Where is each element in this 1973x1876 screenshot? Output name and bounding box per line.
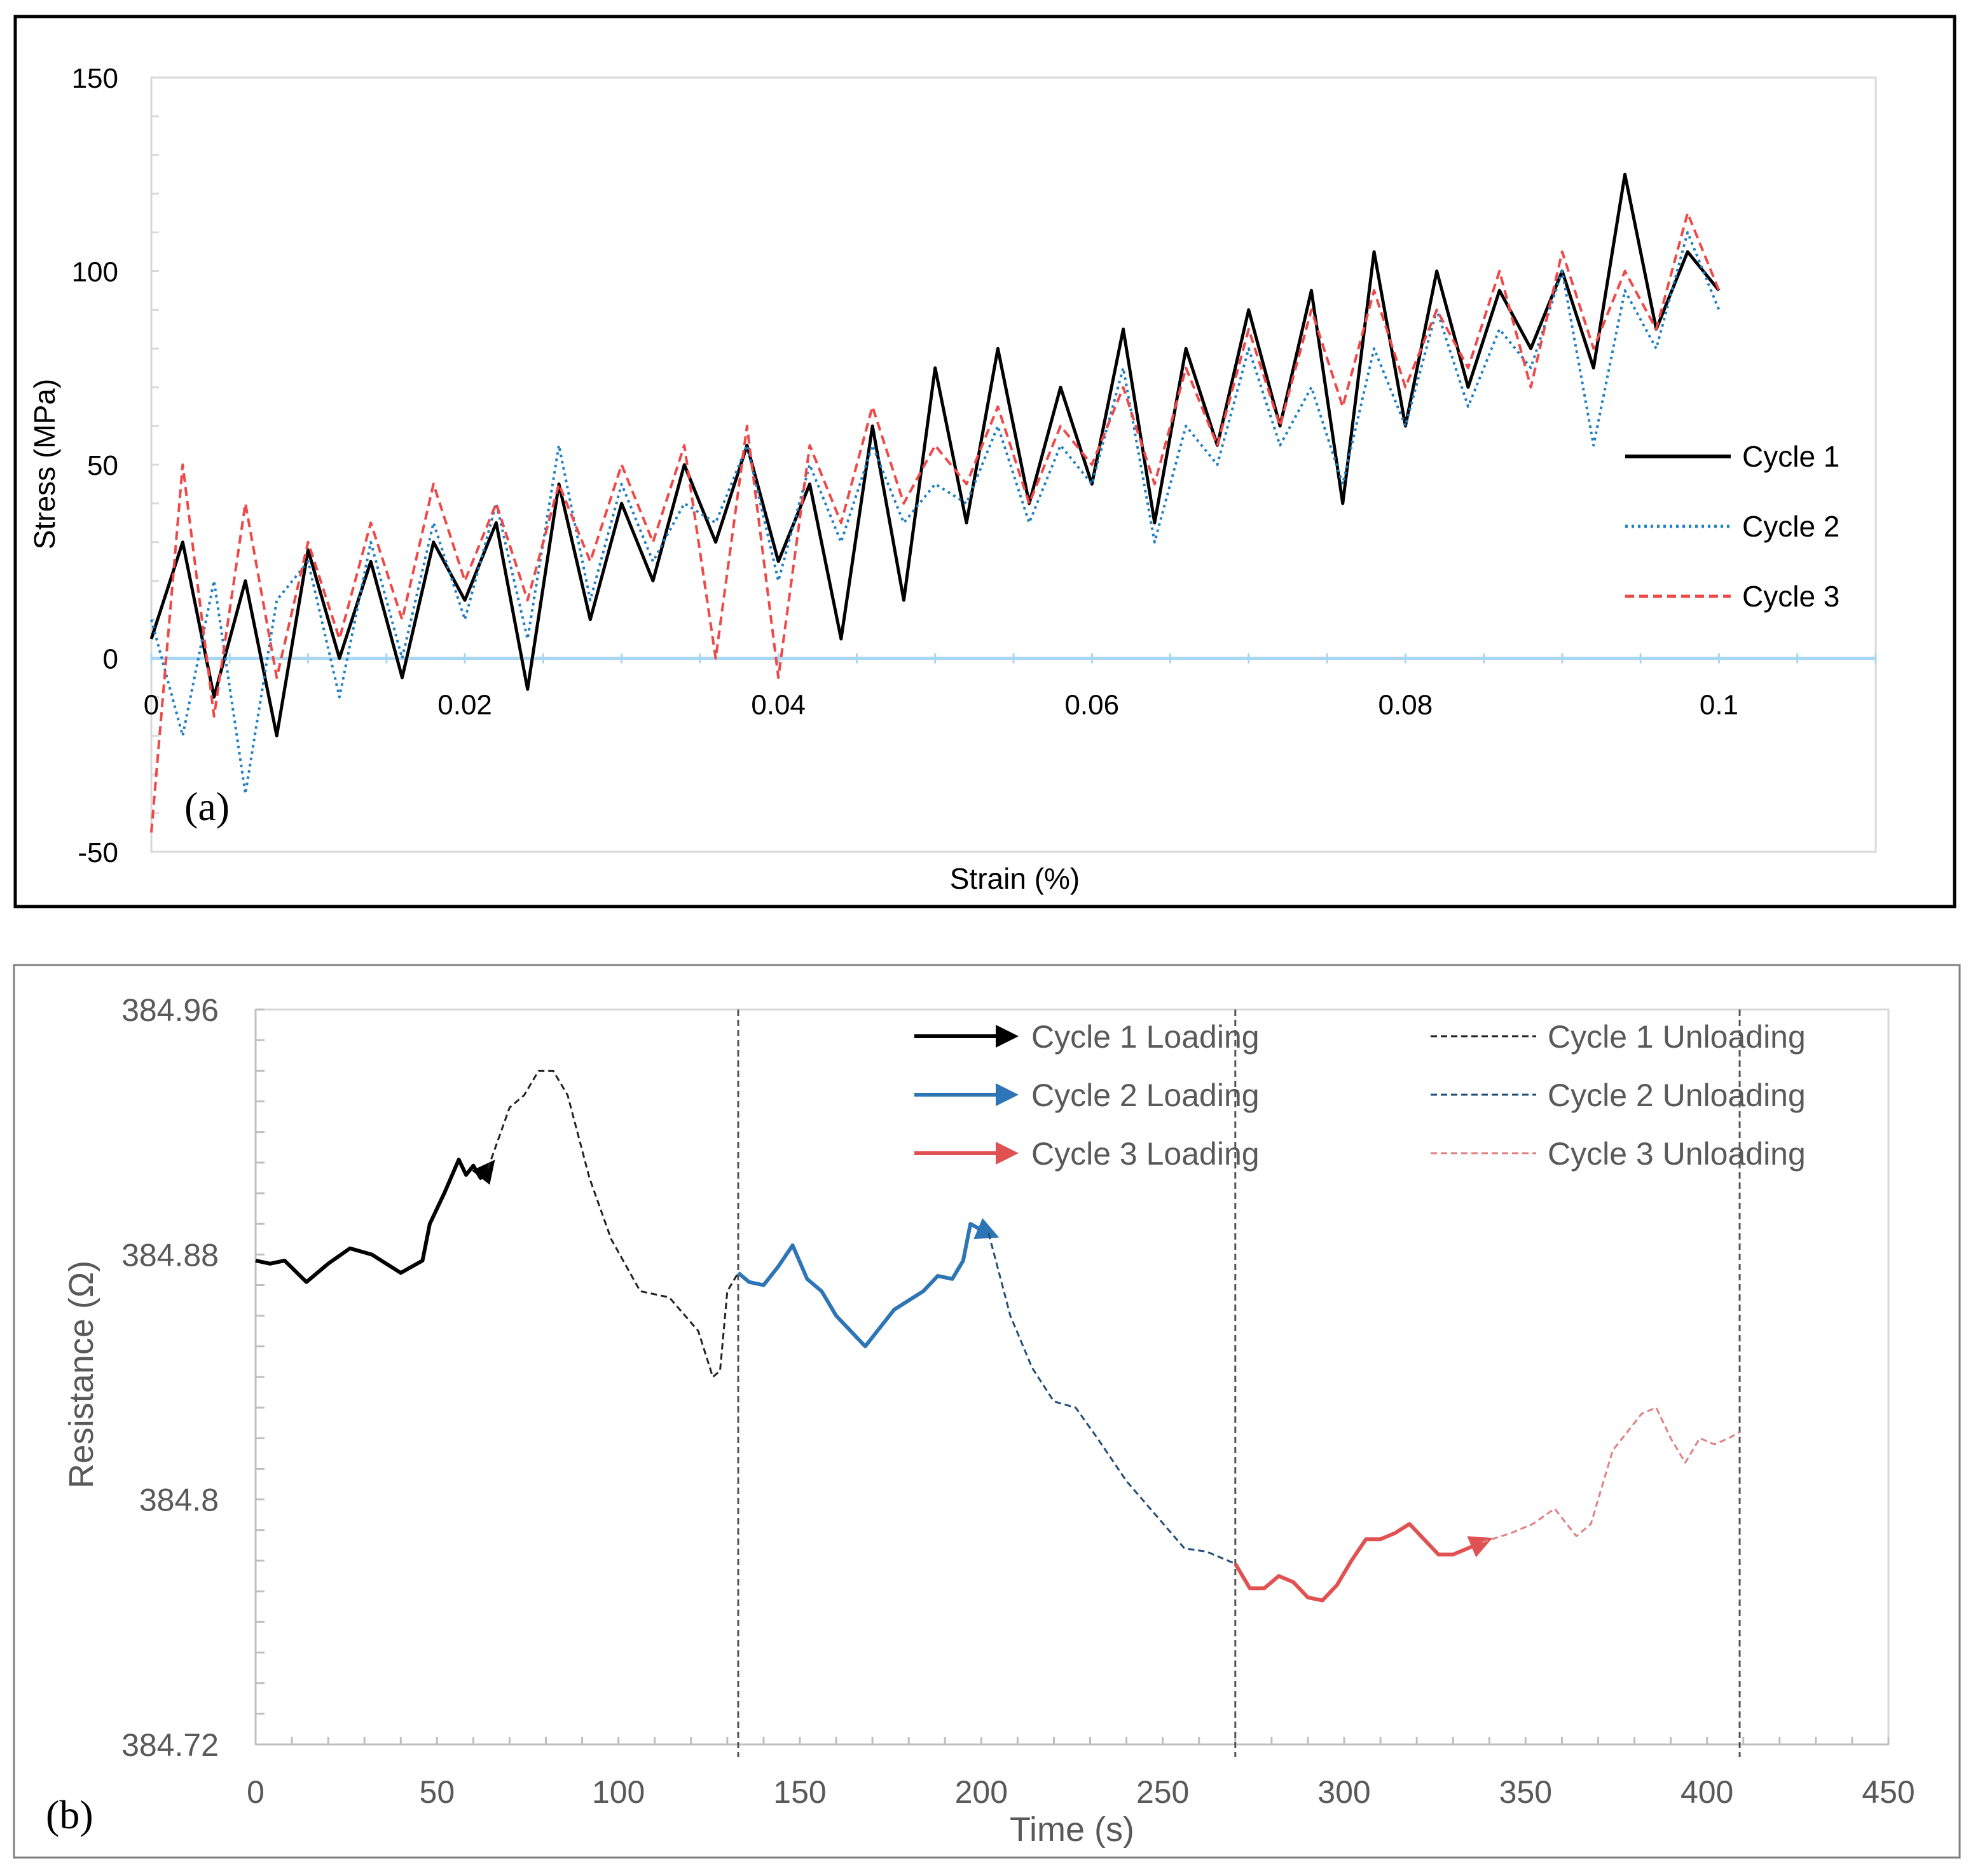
- b-series-cycle-1-unloading: [486, 1069, 739, 1378]
- b-x-tick-label: 300: [1317, 1774, 1370, 1810]
- a-x-tick-label: 0.1: [1700, 690, 1738, 721]
- a-y-tick-label: 0: [103, 644, 118, 675]
- a-x-tick-label: 0.08: [1378, 690, 1433, 721]
- panel-a-axes: [150, 76, 1877, 853]
- b-legend-label-cycle-3-unloading: Cycle 3 Unloading: [1548, 1136, 1806, 1172]
- a-y-tick-label: 150: [72, 63, 118, 94]
- panel-b-tick-labels: 384.72 384.8 384.88 384.96 0 50 100 150 200 250 30…: [121, 992, 1915, 1810]
- panel-b-frame: [13, 964, 1961, 1859]
- panel-b: 384.72 384.8 384.88 384.96 0 50 100 150 200 250 30…: [13, 964, 1961, 1859]
- b-legend-label-cycle-1-unloading: Cycle 1 Unloading: [1548, 1019, 1806, 1055]
- b-legend-label-cycle-1-loading: Cycle 1 Loading: [1031, 1019, 1260, 1055]
- panel-a-ylabel: Stress (MPa): [28, 379, 61, 549]
- b-legend-label-cycle-3-loading: Cycle 3 Loading: [1031, 1136, 1260, 1172]
- b-legend-arrow-cycle-1-loading: [996, 1025, 1019, 1048]
- a-legend-label-cycle-3: Cycle 3: [1742, 580, 1839, 613]
- panel-a-xlabel: Strain (%): [950, 862, 1080, 895]
- a-series-cycle-2: [150, 231, 1721, 795]
- panel-b-xlabel: Time (s): [1010, 1811, 1134, 1849]
- b-legend-arrow-cycle-2-loading: [996, 1083, 1019, 1106]
- a-y-tick-label: -50: [78, 837, 118, 868]
- a-x-tick-label: 0: [144, 690, 159, 721]
- panel-a-series: [149, 172, 1721, 833]
- panel-a-label: (a): [184, 784, 230, 829]
- a-legend-label-cycle-1: Cycle 1: [1742, 440, 1839, 473]
- b-x-tick-label: 250: [1136, 1774, 1189, 1810]
- b-y-tick-label: 384.72: [121, 1727, 219, 1763]
- b-x-tick-label: 400: [1681, 1774, 1733, 1810]
- b-series-cycle-2-loading: [737, 1218, 1000, 1348]
- a-legend-label-cycle-2: Cycle 2: [1742, 510, 1839, 543]
- b-x-tick-label: 50: [420, 1774, 455, 1810]
- b-x-tick-label: 100: [592, 1774, 645, 1810]
- b-series-cycle-1-loading: [255, 1158, 495, 1284]
- b-series-cycle-3-loading: [1234, 1522, 1493, 1603]
- a-series-cycle-1: [149, 172, 1721, 737]
- panel-b-ylabel: Resistance (Ω): [62, 1261, 100, 1488]
- a-x-tick-label: 0.02: [437, 690, 492, 721]
- b-x-tick-label: 450: [1862, 1774, 1915, 1810]
- b-x-tick-label: 200: [955, 1774, 1008, 1810]
- b-legend-label-cycle-2-loading: Cycle 2 Loading: [1031, 1078, 1260, 1113]
- b-series-cycle-3-unloading: [1481, 1406, 1740, 1544]
- b-y-tick-label: 384.88: [121, 1237, 219, 1273]
- a-y-tick-label: 50: [87, 450, 118, 481]
- b-legend-label-cycle-2-unloading: Cycle 2 Unloading: [1548, 1078, 1806, 1113]
- a-x-tick-label: 0.06: [1064, 690, 1119, 721]
- panel-a-legend: Cycle 1 Cycle 2 Cycle 3: [1625, 440, 1839, 613]
- b-x-tick-label: 0: [247, 1774, 265, 1810]
- panel-b-series: [255, 1069, 1740, 1603]
- b-x-tick-label: 350: [1499, 1774, 1552, 1810]
- a-x-tick-label: 0.04: [751, 690, 806, 721]
- a-y-tick-label: 100: [72, 257, 118, 288]
- b-series-cycle-2-unloading: [987, 1233, 1236, 1565]
- b-x-tick-label: 150: [773, 1774, 826, 1810]
- panel-a: -50 0 50 100 150 0 0.02 0.04 0.06 0.08 0.1 Strain …: [13, 15, 1956, 908]
- b-y-tick-label: 384.8: [139, 1482, 219, 1518]
- b-legend-arrow-cycle-3-loading: [996, 1142, 1019, 1165]
- panel-b-axes: [254, 1008, 1890, 1757]
- panel-b-label: (b): [46, 1792, 93, 1837]
- panel-b-legend: Cycle 1 Loading Cycle 2 Loading Cycle 3 Lo…: [914, 1019, 1806, 1172]
- b-y-tick-label: 384.96: [121, 992, 219, 1028]
- panel-a-frame: [13, 15, 1956, 908]
- panel-a-tick-labels: -50 0 50 100 150 0 0.02 0.04 0.06 0.08 0.1: [72, 63, 1738, 868]
